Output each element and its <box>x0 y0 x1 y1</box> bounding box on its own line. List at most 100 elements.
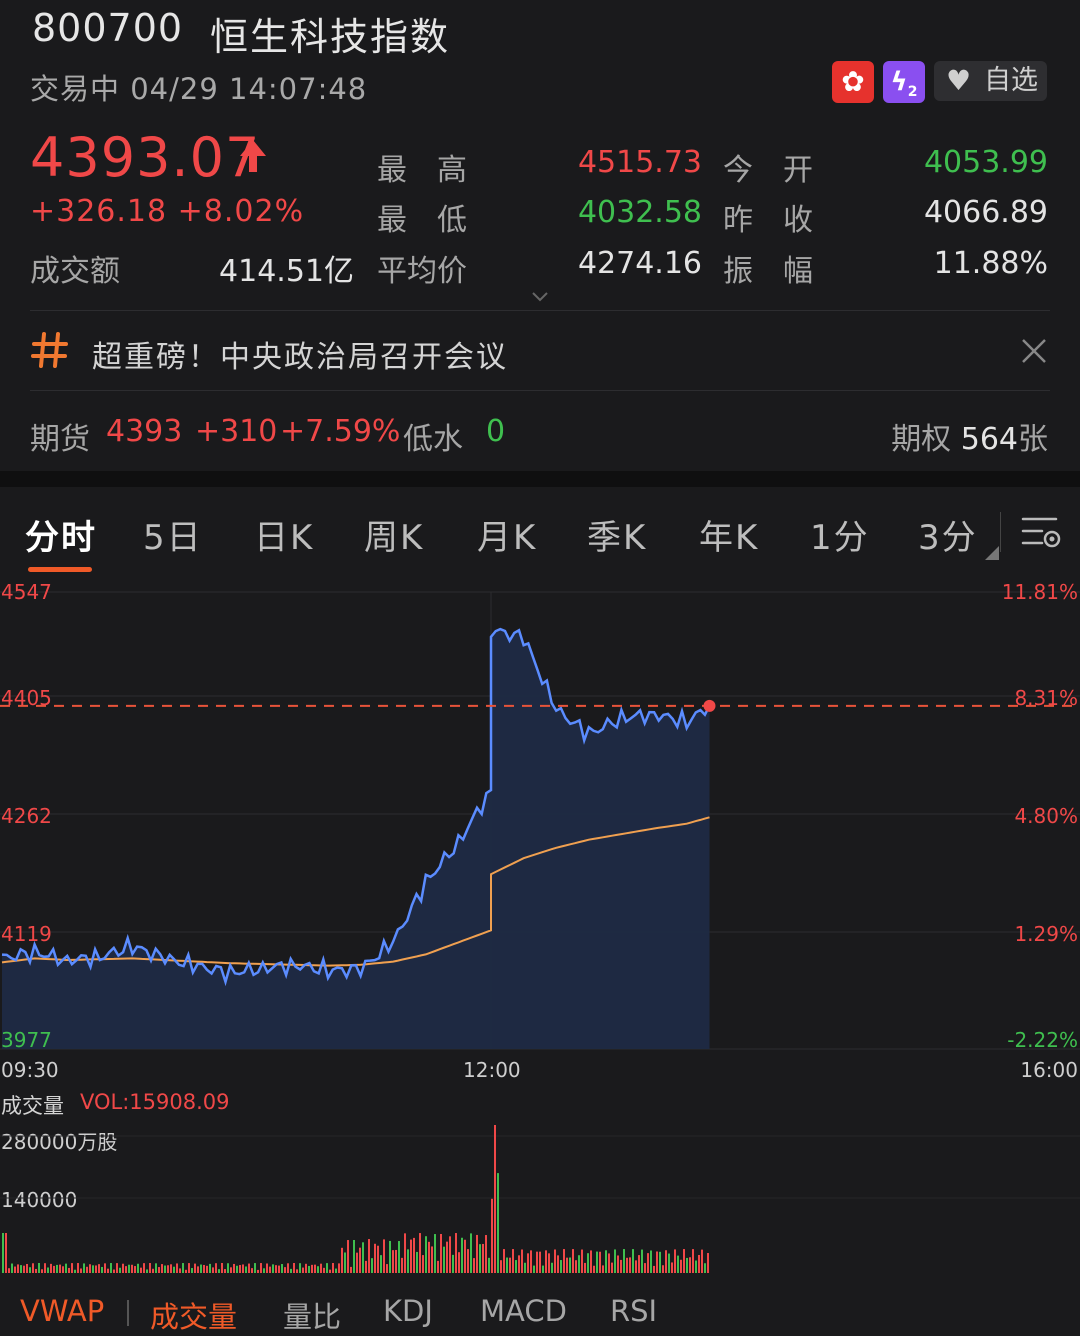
tab-monthly-k[interactable]: 月K <box>477 518 538 558</box>
volume-bar <box>218 1269 220 1273</box>
chart-settings-icon[interactable] <box>1020 513 1062 551</box>
volume-bar <box>434 1234 436 1273</box>
hk-flag-icon[interactable]: ✿ <box>832 61 874 103</box>
volume-bar <box>464 1239 466 1273</box>
volume-bar <box>662 1265 664 1273</box>
volume-bar <box>644 1263 646 1273</box>
volume-bar <box>440 1233 442 1273</box>
volume-bar <box>344 1252 346 1273</box>
tab-5day[interactable]: 5日 <box>143 518 203 558</box>
price-tick: 4547 <box>1 580 52 604</box>
volume-bar <box>386 1264 388 1273</box>
volume-bar <box>242 1264 244 1273</box>
volume-bar <box>506 1257 508 1273</box>
volume-bar <box>143 1263 145 1273</box>
tab-volume[interactable]: 成交量 <box>150 1300 238 1334</box>
level2-icon[interactable]: ϟ2 <box>883 61 925 103</box>
price-tick: 4405 <box>1 686 52 710</box>
volume-bar <box>647 1253 649 1273</box>
tab-kdj[interactable]: KDJ <box>383 1294 433 1328</box>
tab-yearly-k[interactable]: 年K <box>699 518 760 558</box>
volume-bar <box>557 1255 559 1273</box>
volume-bar <box>278 1265 280 1273</box>
volume-bar <box>314 1264 316 1273</box>
tab-intraday[interactable]: 分时 <box>25 518 97 558</box>
price-change: +326.18 +8.02% <box>30 194 305 229</box>
volume-bar <box>599 1251 601 1273</box>
volume-bar <box>50 1263 52 1273</box>
stat-value: 11.88% <box>933 246 1048 281</box>
tab-3min[interactable]: 3分 <box>918 518 978 558</box>
volume-bar <box>485 1235 487 1273</box>
pct-tick: -2.22% <box>1007 1028 1078 1052</box>
tab-1min[interactable]: 1分 <box>810 518 870 558</box>
volume-bar <box>443 1246 445 1273</box>
options-link[interactable]: 期权 564张 <box>891 422 1048 457</box>
volume-bar <box>80 1268 82 1273</box>
volume-bar <box>671 1262 673 1273</box>
volume-bar <box>395 1249 397 1273</box>
volume-bar <box>626 1257 628 1273</box>
tab-vwap[interactable]: VWAP <box>20 1294 105 1328</box>
volume-tick: 280000万股 <box>1 1130 118 1154</box>
tab-macd[interactable]: MACD <box>480 1294 567 1328</box>
volume-bar <box>494 1125 496 1273</box>
volume-bar <box>563 1249 565 1273</box>
volume-bar <box>110 1263 112 1273</box>
volume-bar <box>641 1249 643 1273</box>
index-code: 800700 <box>32 6 184 50</box>
volume-bar <box>458 1252 460 1273</box>
volume-bar <box>77 1263 79 1273</box>
volume-bar <box>614 1249 616 1273</box>
volume-bar <box>302 1267 304 1273</box>
volume-bar <box>170 1264 172 1273</box>
volume-bar <box>617 1255 619 1273</box>
heart-icon: ♥ <box>946 64 972 97</box>
volume-bar <box>575 1260 577 1273</box>
close-icon[interactable] <box>1020 337 1048 365</box>
volume-bar <box>68 1267 70 1273</box>
volume-bar <box>572 1249 574 1273</box>
volume-bar <box>200 1264 202 1273</box>
volume-bar <box>704 1263 706 1273</box>
volume-bar <box>224 1269 226 1273</box>
volume-bar <box>119 1267 121 1273</box>
tab-quarterly-k[interactable]: 季K <box>587 518 648 558</box>
stat-value: 4032.58 <box>577 195 702 230</box>
tab-daily-k[interactable]: 日K <box>254 518 315 558</box>
volume-chart[interactable] <box>0 1110 1080 1280</box>
expand-chevron-icon[interactable] <box>530 290 550 304</box>
volume-bar <box>353 1239 355 1273</box>
news-headline[interactable]: 超重磅！中央政治局召开会议 <box>92 340 508 375</box>
volume-bar <box>338 1263 340 1273</box>
volume-bar <box>332 1263 334 1273</box>
tab-weekly-k[interactable]: 周K <box>364 518 425 558</box>
volume-bar <box>482 1243 484 1273</box>
volume-bar <box>479 1244 481 1273</box>
stat-label: 最 低 <box>377 203 467 238</box>
time-tick: 16:00 <box>1020 1058 1078 1082</box>
volume-bar <box>422 1255 424 1273</box>
tab-volume-ratio[interactable]: 量比 <box>283 1300 342 1334</box>
volume-bar <box>629 1257 631 1273</box>
volume-bar <box>407 1249 409 1273</box>
volume-bar <box>329 1269 331 1273</box>
volume-bar <box>197 1266 199 1273</box>
favorite-button[interactable]: ♥ 自选 <box>934 61 1047 101</box>
volume-bar <box>668 1253 670 1273</box>
volume-bar <box>449 1236 451 1273</box>
volume-bar <box>677 1255 679 1273</box>
volume-bar <box>347 1240 349 1273</box>
volume-bar <box>206 1265 208 1273</box>
volume-bar <box>11 1263 13 1273</box>
volume-bar <box>23 1265 25 1273</box>
volume-bar <box>236 1265 238 1273</box>
volume-bar <box>164 1265 166 1273</box>
tab-rsi[interactable]: RSI <box>610 1294 658 1328</box>
volume-bar <box>155 1263 157 1273</box>
intraday-chart[interactable] <box>0 578 1080 1058</box>
volume-bar <box>185 1269 187 1273</box>
volume-bar <box>461 1237 463 1273</box>
last-price-dot <box>703 699 716 712</box>
volume-bar <box>260 1263 262 1273</box>
